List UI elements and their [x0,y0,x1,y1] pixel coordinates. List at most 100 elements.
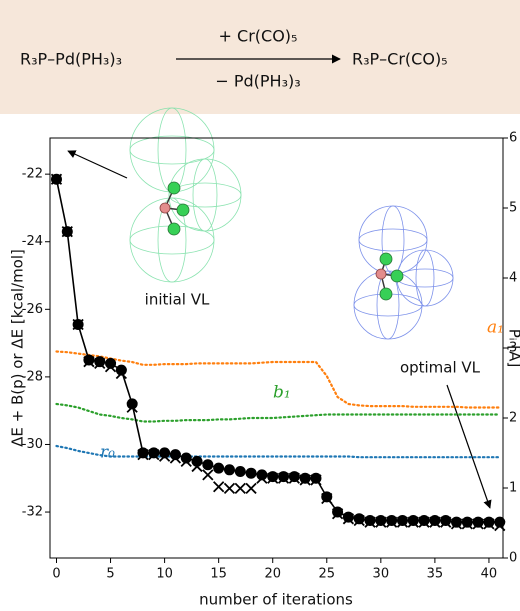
marker [483,516,495,528]
marker [288,472,300,484]
series-line [55,444,501,459]
x-tick-label: 10 [156,567,173,582]
initial-vl-model [129,107,242,283]
marker [115,364,127,376]
x-tick-label: 35 [427,567,444,582]
marker [310,472,322,484]
marker [234,465,246,477]
y-tick-label: -32 [22,505,43,520]
marker [483,518,495,530]
marker [94,357,106,370]
annotation: initial VL [145,291,210,309]
marker [202,469,214,481]
annotation: optimal VL [400,359,481,377]
y-tick-label: -26 [22,302,43,317]
x-tick-label: 40 [481,567,498,582]
marker [72,318,84,331]
y-tick-label: -22 [22,167,43,182]
marker [353,514,365,527]
x-tick-label: 15 [210,567,227,582]
marker [440,516,452,528]
marker [364,514,376,526]
series-label: a₁ [487,318,504,338]
marker [202,459,214,471]
x-tick-label: 5 [106,567,114,582]
marker [180,455,192,467]
marker [223,482,236,495]
x-tick-label: 20 [264,567,281,582]
marker [494,516,506,528]
marker [396,516,409,528]
marker [159,447,171,459]
optimal-vl-model [353,205,454,340]
y2-tick-label: 3 [509,341,517,356]
marker [364,516,376,528]
y-tick-label: -30 [22,437,43,452]
marker [256,469,268,481]
annotation-arrow [446,384,492,509]
marker [386,514,398,526]
marker [375,514,387,526]
marker [450,518,463,530]
marker [267,471,279,483]
marker [169,449,181,461]
x-tick-label: 25 [318,567,335,582]
marker [83,356,95,368]
marker [278,471,290,483]
marker [50,173,63,185]
series-label: b₁ [273,383,291,403]
marker [321,491,333,503]
marker [451,516,463,528]
x-tick-label: 0 [52,567,60,582]
y2-tick-label: 0 [509,551,517,566]
marker [158,450,171,462]
marker [148,448,160,461]
marker [104,361,117,373]
marker [396,514,408,526]
marker [494,519,506,532]
marker [461,518,473,530]
reaction-scheme: R₃P–Pd(PH₃)₃ + Cr(CO)₅ − Pd(PH₃)₃ R₃P–Cr… [0,0,520,114]
marker [440,514,452,526]
marker [332,506,344,518]
y2-tick-label: 4 [509,271,517,286]
reagent-removed: − Pd(PH₃)₃ [215,72,300,91]
series-line [55,350,501,409]
reagent-added: + Cr(CO)₅ [219,27,298,46]
y2-tick-label: 2 [509,411,517,426]
x-axis-label: number of iterations [199,591,353,609]
marker [321,492,333,505]
y2-tick-label: 6 [509,131,517,146]
product: R₃P–Cr(CO)₅ [352,50,448,69]
marker [461,516,473,528]
marker [126,398,138,410]
marker [137,448,149,461]
marker [472,516,484,528]
annotation-arrow [67,150,128,179]
marker [418,514,430,526]
reactant: R₃P–Pd(PH₃)₃ [20,50,122,69]
marker [234,482,246,495]
y-axis-label: ΔE + B(p) or ΔE [kcal/mol] [9,249,27,447]
marker [180,452,192,464]
marker [137,447,149,459]
x-tick-label: 30 [373,567,390,582]
marker [61,225,73,238]
marker [256,472,268,484]
marker [213,481,225,493]
marker [105,357,117,369]
marker [331,508,344,520]
marker [342,511,354,523]
marker [169,452,182,464]
marker [407,514,419,526]
marker [342,513,355,525]
marker [299,474,311,486]
series-label: r₀ [100,443,115,463]
marker [213,462,225,474]
marker [83,354,95,366]
marker [472,518,484,530]
marker [277,472,290,484]
marker [223,464,235,476]
marker [407,516,419,528]
